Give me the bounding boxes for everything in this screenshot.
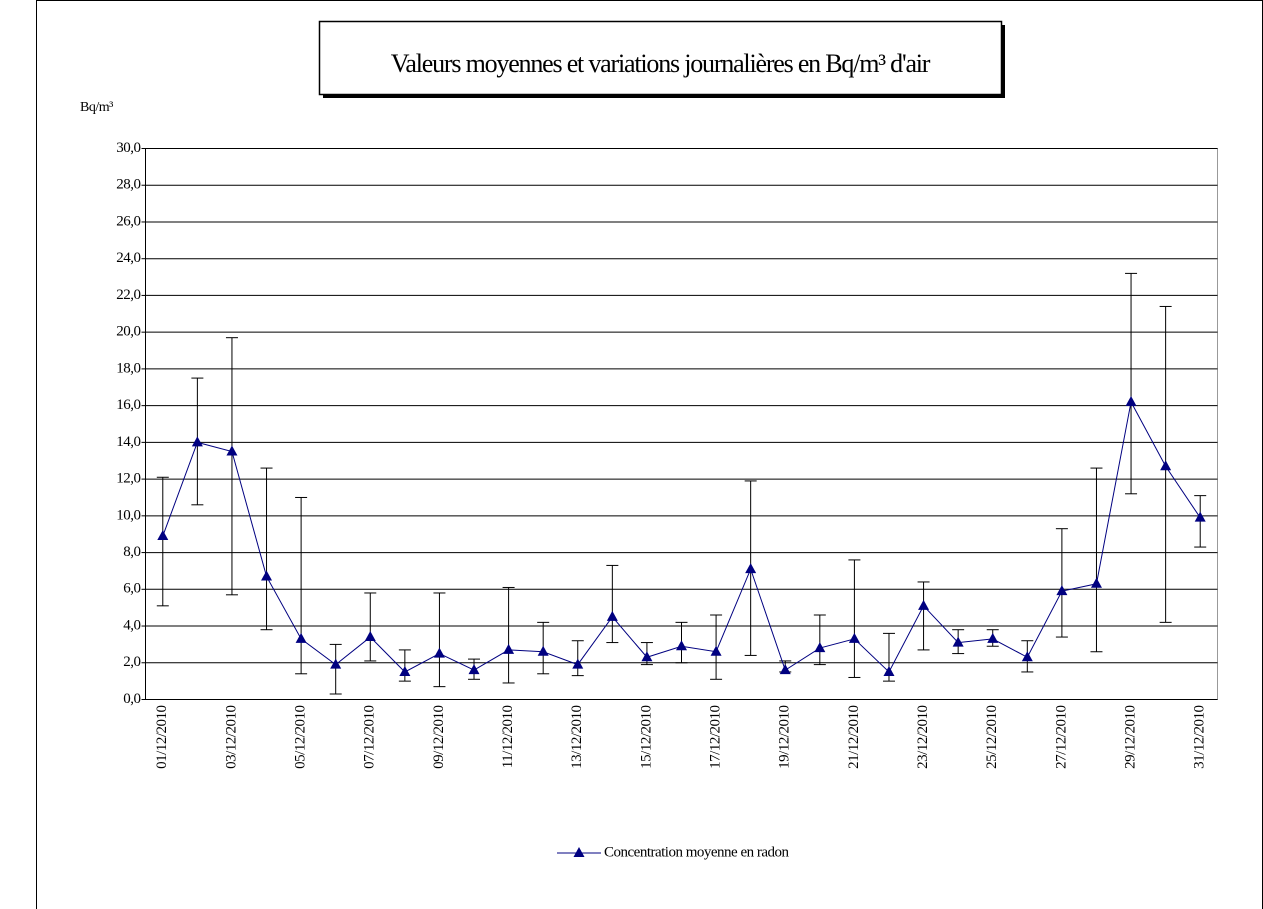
marker xyxy=(503,643,515,654)
marker xyxy=(1021,651,1033,662)
x-tick-label: 01/12/2010 xyxy=(154,706,170,769)
chart-frame xyxy=(36,0,1263,909)
y-tick-label: 4,0 xyxy=(123,617,140,633)
marker xyxy=(814,642,826,653)
marker xyxy=(364,631,376,642)
marker xyxy=(191,436,203,447)
y-tick-label: 12,0 xyxy=(116,471,140,487)
x-tick-label: 03/12/2010 xyxy=(223,706,239,769)
y-tick-label: 16,0 xyxy=(116,397,140,413)
marker xyxy=(918,599,930,610)
marker xyxy=(883,665,895,676)
marker xyxy=(641,651,653,662)
marker xyxy=(779,664,791,675)
marker xyxy=(572,658,584,669)
y-tick-label: 10,0 xyxy=(116,507,140,523)
x-tick-label: 15/12/2010 xyxy=(638,706,654,769)
marker xyxy=(745,563,757,574)
y-tick-label: 8,0 xyxy=(123,544,140,560)
marker xyxy=(433,647,445,658)
x-tick-label: 13/12/2010 xyxy=(569,706,585,769)
y-tick-label: 14,0 xyxy=(116,434,140,450)
marker xyxy=(399,665,411,676)
marker xyxy=(330,658,342,669)
marker xyxy=(710,645,722,656)
y-tick-label: 20,0 xyxy=(116,324,140,340)
y-tick-label: 30,0 xyxy=(116,140,140,156)
marker xyxy=(1090,577,1102,588)
y-axis-label: Bq/m³ xyxy=(80,100,113,115)
x-tick-label: 11/12/2010 xyxy=(500,706,516,769)
legend-label: Concentration moyenne en radon xyxy=(604,844,790,860)
y-tick-label: 6,0 xyxy=(123,581,140,597)
y-tick-label: 22,0 xyxy=(116,287,140,303)
marker xyxy=(952,636,964,647)
marker xyxy=(1160,460,1172,471)
marker xyxy=(226,445,238,456)
legend-marker xyxy=(573,847,585,857)
marker xyxy=(848,632,860,643)
x-tick-label: 07/12/2010 xyxy=(362,706,378,769)
marker xyxy=(1194,511,1206,522)
y-tick-label: 18,0 xyxy=(116,360,140,376)
y-tick-label: 2,0 xyxy=(123,654,140,670)
marker xyxy=(1056,585,1068,596)
x-tick-label: 05/12/2010 xyxy=(293,706,309,769)
marker xyxy=(295,632,307,643)
marker xyxy=(468,664,480,675)
y-tick-label: 28,0 xyxy=(116,177,140,193)
marker xyxy=(157,530,169,541)
marker xyxy=(606,610,618,621)
y-tick-label: 26,0 xyxy=(116,213,140,229)
x-tick-label: 17/12/2010 xyxy=(708,706,724,769)
y-tick-label: 0,0 xyxy=(123,691,140,707)
x-tick-label: 23/12/2010 xyxy=(915,706,931,769)
marker xyxy=(261,570,273,581)
title-box xyxy=(318,20,1003,96)
x-tick-label: 29/12/2010 xyxy=(1122,706,1138,769)
marker xyxy=(987,632,999,643)
marker xyxy=(676,640,687,651)
chart-title: Valeurs moyennes et variations journaliè… xyxy=(391,49,931,78)
x-tick-label: 31/12/2010 xyxy=(1192,706,1208,769)
marker xyxy=(1125,395,1137,406)
x-tick-label: 19/12/2010 xyxy=(777,706,793,769)
marker xyxy=(537,645,549,656)
x-tick-label: 09/12/2010 xyxy=(431,706,447,769)
x-tick-label: 27/12/2010 xyxy=(1053,706,1069,769)
y-tick-label: 24,0 xyxy=(116,250,140,266)
x-tick-label: 21/12/2010 xyxy=(846,706,862,769)
x-tick-label: 25/12/2010 xyxy=(984,706,1000,769)
